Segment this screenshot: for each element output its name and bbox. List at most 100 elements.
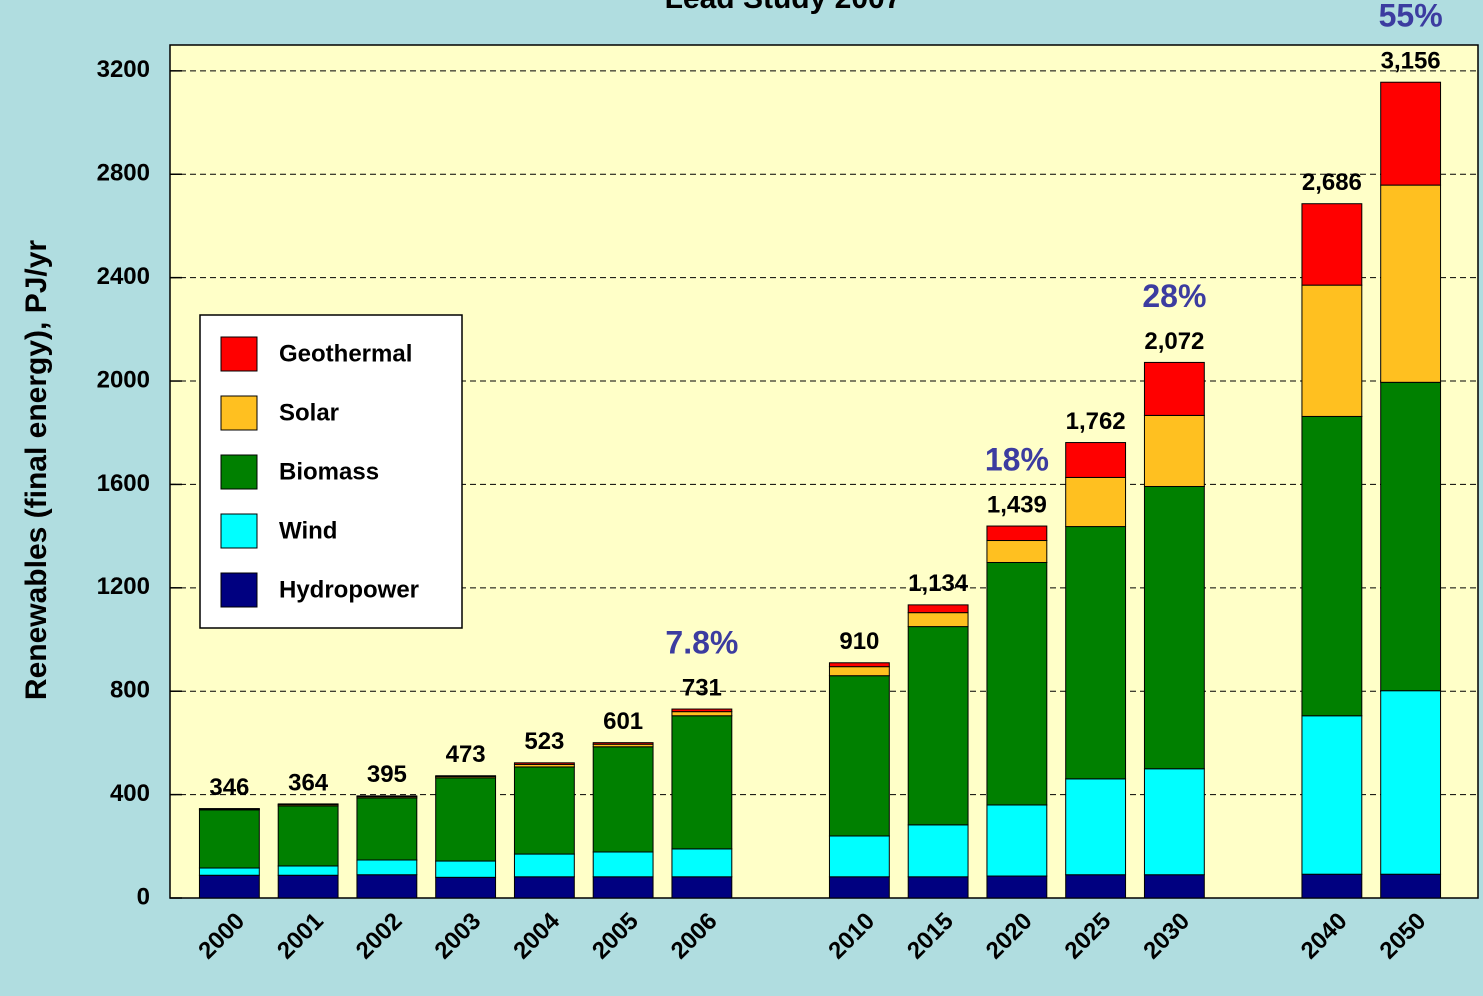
y-tick-label: 0: [137, 883, 150, 910]
bar-segment: [986, 525, 1048, 542]
bar-segment: [671, 708, 733, 713]
y-axis-label: Renewables (final energy), PJ/yr: [20, 240, 53, 700]
bar-segment: [671, 876, 733, 899]
share-annotation: 18%: [985, 441, 1049, 477]
plot: 0400800120016002000240028003200200034620…: [97, 0, 1478, 964]
bar-segment: [513, 876, 575, 899]
bar-segment: [1143, 485, 1205, 770]
legend-swatch: [220, 513, 258, 549]
y-tick-label: 2400: [97, 263, 150, 290]
bar-segment: [986, 561, 1048, 806]
bar-segment: [828, 666, 890, 677]
total-label: 1,134: [908, 570, 969, 597]
total-label: 346: [209, 774, 249, 801]
total-label: 395: [367, 761, 407, 788]
bar-segment: [592, 746, 654, 853]
bar-segment: [1380, 81, 1442, 186]
bar-segment: [356, 795, 418, 798]
total-label: 473: [446, 741, 486, 768]
bar-segment: [1143, 874, 1205, 899]
total-label: 523: [524, 728, 564, 755]
bar-segment: [986, 540, 1048, 563]
legend-swatch: [220, 395, 258, 431]
bar-segment: [592, 742, 654, 745]
legend-label: Solar: [279, 399, 339, 426]
share-annotation: 55%: [1379, 0, 1443, 34]
bar-segment: [435, 777, 497, 862]
bar-segment: [671, 848, 733, 878]
bar-segment: [435, 876, 497, 899]
total-label: 1,762: [1066, 408, 1126, 435]
y-tick-label: 3200: [97, 56, 150, 83]
bar-segment: [356, 797, 418, 861]
bar-segment: [435, 860, 497, 878]
bar-segment: [828, 835, 890, 878]
bar-segment: [356, 874, 418, 899]
total-label: 1,439: [987, 491, 1047, 518]
total-label: 2,686: [1302, 169, 1362, 196]
y-tick-label: 2800: [97, 160, 150, 187]
bar-segment: [1380, 690, 1442, 875]
bar-segment: [671, 711, 733, 717]
bar-segment: [1065, 778, 1127, 876]
bar-segment: [592, 851, 654, 878]
y-tick-label: 1600: [97, 470, 150, 497]
total-label: 3,156: [1381, 48, 1441, 75]
bar-segment: [513, 762, 575, 765]
bar-segment: [1143, 768, 1205, 876]
bar-segment: [1380, 381, 1442, 692]
bar-segment: [907, 876, 969, 899]
bar-segment: [198, 808, 260, 810]
y-tick-label: 2000: [97, 366, 150, 393]
share-annotation: 7.8%: [665, 625, 738, 661]
bar-segment: [277, 874, 339, 899]
total-label: 2,072: [1144, 328, 1204, 355]
bar-segment: [828, 675, 890, 837]
y-tick-label: 800: [110, 677, 150, 704]
bar-segment: [1065, 526, 1127, 780]
bar-segment: [1065, 874, 1127, 899]
y-tick-label: 1200: [97, 573, 150, 600]
bar-segment: [435, 775, 497, 778]
bar-segment: [277, 803, 339, 806]
bar-segment: [198, 874, 260, 899]
bar-segment: [1301, 203, 1363, 286]
bar-segment: [198, 867, 260, 876]
legend-swatch: [220, 336, 258, 372]
bar-segment: [907, 612, 969, 628]
bar-segment: [592, 876, 654, 899]
bar-segment: [828, 876, 890, 899]
total-label: 731: [682, 674, 722, 701]
bar-segment: [1301, 873, 1363, 899]
bar-segment: [1380, 184, 1442, 383]
total-label: 910: [839, 628, 879, 655]
bar-segment: [907, 626, 969, 826]
bar-segment: [828, 662, 890, 668]
bar-segment: [1065, 442, 1127, 478]
bar-segment: [1301, 284, 1363, 417]
legend-swatch: [220, 572, 258, 608]
bar-segment: [671, 715, 733, 850]
legend-swatch: [220, 454, 258, 490]
total-label: 601: [603, 708, 643, 735]
legend-label: Geothermal: [279, 340, 412, 367]
bar-segment: [907, 824, 969, 878]
bar-segment: [277, 865, 339, 876]
bar-segment: [1301, 415, 1363, 717]
chart-title: Lead Study 2007: [665, 0, 902, 15]
y-tick-label: 400: [110, 780, 150, 807]
bar-segment: [1143, 414, 1205, 487]
bar-segment: [1301, 715, 1363, 875]
bar-segment: [1065, 476, 1127, 528]
bar-segment: [986, 875, 1048, 899]
bar-segment: [198, 809, 260, 869]
bar-segment: [513, 853, 575, 878]
bar-segment: [277, 805, 339, 867]
share-annotation: 28%: [1142, 278, 1206, 314]
bar-segment: [1143, 361, 1205, 416]
legend: Hydropower Wind Biomass Solar Geothermal: [199, 314, 463, 629]
bar-segment: [1380, 873, 1442, 899]
bar-segment: [907, 604, 969, 614]
legend-label: Biomass: [279, 458, 379, 485]
